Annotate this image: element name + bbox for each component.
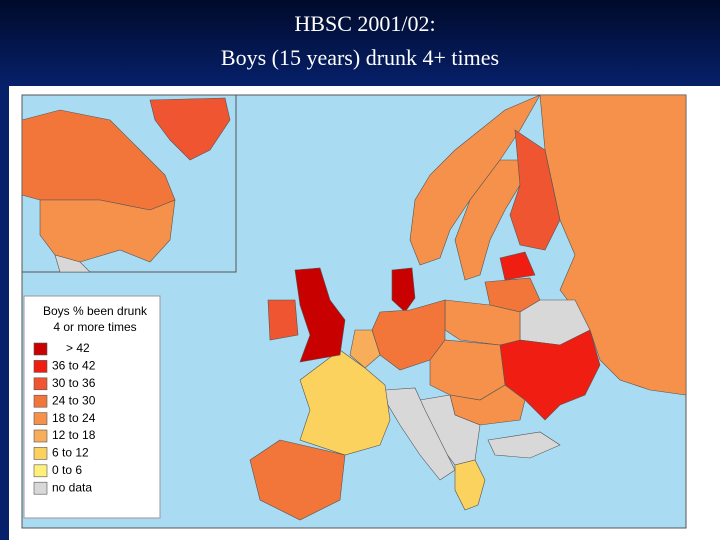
- legend-swatch: [33, 394, 48, 408]
- legend-label: 12 to 18: [52, 428, 96, 442]
- legend: Boys % been drunk 4 or more times > 42 36…: [23, 295, 161, 519]
- ireland: [267, 299, 299, 341]
- finland: [509, 129, 561, 251]
- spain: [249, 439, 346, 521]
- title-line: Boys (15 years) drunk 4+ times: [221, 45, 499, 70]
- uk: [294, 267, 346, 363]
- benelux: [349, 329, 381, 369]
- denmark: [391, 267, 416, 313]
- title-line: HBSC 2001/02:: [294, 11, 435, 36]
- greece: [454, 459, 486, 511]
- france: [299, 349, 391, 456]
- legend-title: Boys % been drunk: [43, 304, 148, 318]
- legend-label: 6 to 12: [52, 446, 89, 460]
- legend-swatch: [33, 412, 48, 425]
- usa: [39, 199, 176, 263]
- poland: [444, 299, 521, 346]
- legend-label: no data: [52, 480, 92, 494]
- turkey: [487, 431, 561, 459]
- legend-swatch: [33, 377, 48, 391]
- left-strip: [0, 86, 9, 540]
- legend-swatch: [33, 429, 48, 443]
- legend-label: > 42: [66, 341, 90, 355]
- legend-items: > 42 36 to 42 30 to 36 24 to 30 18 to 24 12 t…: [33, 341, 96, 495]
- legend-label: 30 to 36: [52, 376, 96, 390]
- legend-swatch: [33, 481, 48, 495]
- inset-north-america: [21, 94, 237, 273]
- title-bar: [0, 0, 720, 86]
- legend-swatch: [33, 360, 48, 373]
- legend-label: 0 to 6: [52, 463, 82, 477]
- greenland: [149, 97, 231, 161]
- legend-label: 18 to 24: [52, 411, 96, 425]
- italy: [384, 387, 456, 481]
- legend-swatch: [33, 464, 48, 478]
- legend-title: 4 or more times: [53, 320, 136, 334]
- estonia: [499, 251, 536, 281]
- mexico: [54, 254, 91, 273]
- legend-label: 36 to 42: [52, 359, 96, 373]
- legend-swatch: [33, 342, 48, 356]
- legend-swatch: [33, 447, 48, 460]
- legend-label: 24 to 30: [52, 393, 96, 407]
